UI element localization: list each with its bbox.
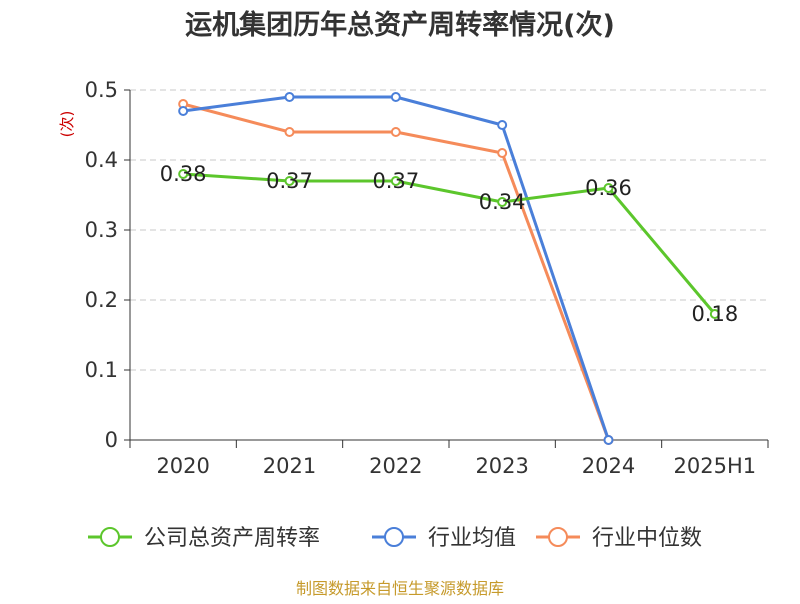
series-point bbox=[390, 92, 401, 102]
series-point bbox=[603, 435, 614, 445]
series-line bbox=[182, 102, 610, 441]
legend-label: 行业中位数 bbox=[592, 526, 702, 551]
data-label: 0.36 bbox=[585, 176, 632, 200]
legend-item: 行业中位数 bbox=[536, 526, 702, 551]
y-axis-label: (次) bbox=[58, 111, 76, 138]
y-tick-label: 0.2 bbox=[85, 288, 118, 312]
x-tick-label: 2022 bbox=[369, 454, 422, 478]
series-point bbox=[603, 183, 614, 193]
series-point bbox=[497, 120, 508, 130]
series-point bbox=[390, 176, 401, 186]
data-label: 0.38 bbox=[160, 162, 207, 186]
y-tick-label: 0.4 bbox=[85, 148, 118, 172]
legend-item: 行业均值 bbox=[372, 526, 516, 551]
series-point bbox=[390, 127, 401, 137]
legend: 公司总资产周转率 行业均值 行业中位数 bbox=[88, 526, 702, 551]
data-label: 0.37 bbox=[266, 169, 313, 193]
legend-swatch-marker bbox=[384, 527, 404, 547]
x-tick-label: 2025H1 bbox=[674, 454, 757, 478]
x-tick-label: 2023 bbox=[475, 454, 528, 478]
series-point bbox=[178, 169, 189, 179]
legend-label: 行业均值 bbox=[428, 526, 516, 551]
data-label: 0.34 bbox=[479, 190, 526, 214]
chart-title: 运机集团历年总资产周转率情况(次) bbox=[185, 9, 615, 41]
data-labels: 0.38 0.37 0.37 0.34 0.36 0.18 bbox=[160, 162, 738, 326]
axes: 0 0.1 0.2 0.3 0.4 0.5 2020 2021 2022 2023 2024 2025… bbox=[85, 78, 769, 478]
series-point bbox=[178, 106, 189, 116]
y-tick-label: 0.1 bbox=[85, 358, 118, 382]
series-point bbox=[497, 197, 508, 207]
x-tick-label: 2024 bbox=[582, 454, 635, 478]
grid-lines bbox=[130, 89, 768, 371]
series-point bbox=[709, 309, 720, 319]
x-tick-label: 2020 bbox=[156, 454, 209, 478]
source-note: 制图数据来自恒生聚源数据库 bbox=[296, 579, 504, 598]
y-tick-label: 0 bbox=[105, 428, 118, 452]
series-lines bbox=[178, 92, 720, 445]
legend-swatch-marker bbox=[100, 527, 120, 547]
series-point bbox=[284, 92, 295, 102]
series-point bbox=[284, 176, 295, 186]
series-point bbox=[497, 148, 508, 158]
y-tick-label: 0.5 bbox=[85, 78, 118, 102]
legend-swatch-marker bbox=[548, 527, 568, 547]
legend-item: 公司总资产周转率 bbox=[88, 526, 320, 551]
data-label: 0.37 bbox=[372, 169, 419, 193]
series-line bbox=[183, 172, 716, 315]
series-point bbox=[284, 127, 295, 137]
x-tick-label: 2021 bbox=[263, 454, 316, 478]
y-tick-label: 0.3 bbox=[85, 218, 118, 242]
data-label: 0.18 bbox=[691, 302, 738, 326]
legend-label: 公司总资产周转率 bbox=[144, 526, 320, 551]
